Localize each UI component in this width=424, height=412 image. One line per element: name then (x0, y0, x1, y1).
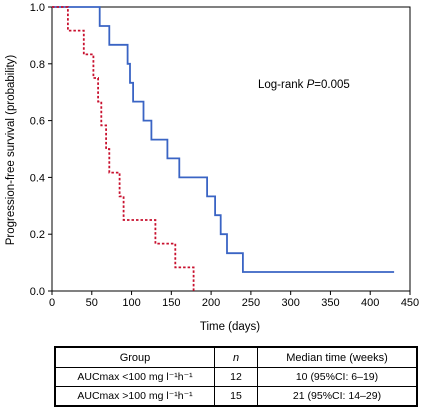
table-row: AUCmax >100 mg l⁻¹h⁻¹ 15 21 (95%CI: 14–2… (54, 386, 418, 407)
logrank-value: =0.005 (314, 79, 350, 91)
y-axis-ticks: 0.0 0.2 0.4 0.6 0.8 1.0 (30, 2, 52, 298)
x-tick-label: 250 (242, 297, 260, 309)
header-n: n (214, 346, 258, 368)
x-tick-label: 50 (86, 297, 98, 309)
x-tick-label: 450 (401, 297, 419, 309)
x-tick-label: 350 (321, 297, 339, 309)
y-tick-label: 0.0 (30, 286, 45, 298)
logrank-stat: P (307, 79, 315, 91)
y-tick-label: 0.4 (30, 172, 45, 184)
y-tick-label: 1.0 (30, 2, 45, 14)
x-tick-label: 300 (281, 297, 299, 309)
header-group: Group (54, 346, 215, 368)
header-median: Median time (weeks) (257, 346, 418, 368)
logrank-annotation: Log-rank P=0.005 (258, 79, 350, 91)
row-group: AUCmax <100 mg l⁻¹h⁻¹ (54, 367, 215, 387)
row-median: 10 (95%CI: 6–19) (257, 367, 418, 387)
x-axis-label: Time (days) (200, 321, 260, 333)
x-tick-label: 400 (361, 297, 379, 309)
y-tick-label: 0.2 (30, 229, 45, 241)
y-axis-label: Progression-free survival (probability) (5, 55, 17, 246)
series-line-dashed (52, 6, 195, 291)
km-chart: 0 50 100 150 200 250 300 350 400 450 0.0 0.2 0.4 0.6… (5, 2, 419, 333)
series-line-solid (52, 6, 395, 273)
series-layer (52, 6, 395, 291)
x-tick-label: 0 (49, 297, 55, 309)
x-tick-label: 200 (202, 297, 220, 309)
x-tick-label: 150 (162, 297, 180, 309)
y-tick-label: 0.8 (30, 59, 45, 71)
summary-table: Group n Median time (weeks) AUCmax <100 … (54, 346, 418, 407)
logrank-prefix: Log-rank (258, 79, 307, 91)
row-n: 12 (214, 367, 258, 387)
y-tick-label: 0.6 (30, 116, 45, 128)
row-group: AUCmax >100 mg l⁻¹h⁻¹ (54, 386, 215, 407)
row-median: 21 (95%CI: 14–29) (257, 386, 418, 407)
plot-area (51, 6, 411, 292)
x-tick-label: 100 (122, 297, 140, 309)
table-row: AUCmax <100 mg l⁻¹h⁻¹ 12 10 (95%CI: 6–19… (54, 367, 418, 387)
row-n: 15 (214, 386, 258, 407)
table-header-row: Group n Median time (weeks) (54, 346, 418, 368)
plot-frame (51, 6, 411, 292)
x-axis-ticks: 0 50 100 150 200 250 300 350 400 450 (49, 291, 419, 309)
